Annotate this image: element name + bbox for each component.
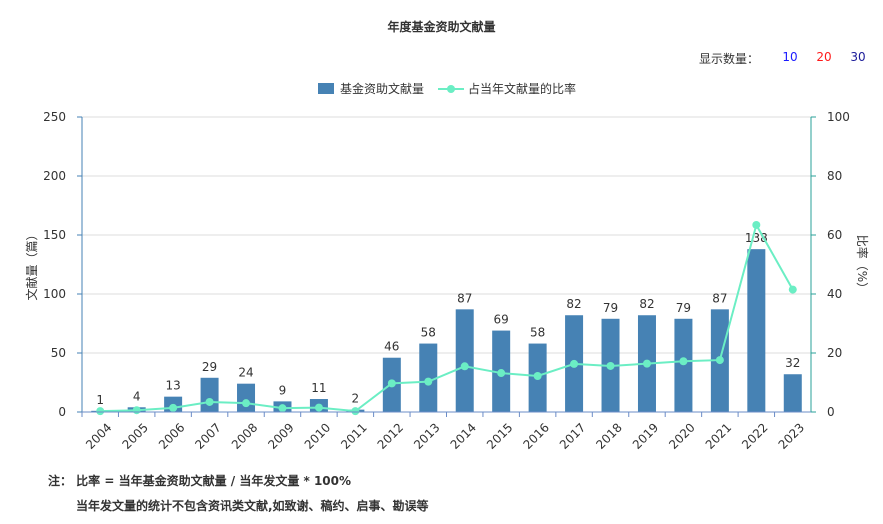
legend-line-label: 占当年文献量的比率 (468, 81, 576, 96)
bar-value-label: 1 (96, 393, 104, 407)
y2-tick-label: 60 (827, 228, 842, 242)
x-tick-label: 2018 (593, 420, 624, 451)
x-tick-label: 2005 (120, 420, 151, 451)
y2-tick-label: 40 (827, 287, 842, 301)
footnote-exclusion: 当年发文量的统计不包含资讯类文献,如致谢、稿约、启事、勘误等 (76, 499, 429, 513)
line-series (96, 220, 797, 416)
bar (455, 309, 474, 412)
y2-tick-label: 80 (827, 169, 842, 183)
x-tick-label: 2021 (703, 420, 734, 451)
y-tick-label: 50 (51, 346, 66, 360)
x-tick-label: 2022 (739, 420, 770, 451)
y2-tick-label: 100 (827, 110, 850, 124)
legend-line-marker (447, 85, 455, 93)
ratio-point (132, 406, 141, 415)
bar-value-label: 32 (785, 356, 800, 370)
x-tick-label: 2020 (666, 420, 697, 451)
legend-bar-swatch (318, 83, 334, 94)
ratio-point (606, 361, 615, 370)
bar (747, 249, 766, 412)
bar-value-label: 82 (639, 297, 654, 311)
display-count-label: 显示数量： (698, 52, 759, 66)
y2-tick-label: 0 (827, 405, 835, 419)
x-tick-label: 2007 (192, 420, 223, 451)
ratio-point (278, 404, 287, 413)
x-tick-label: 2014 (448, 420, 479, 451)
ratio-point (715, 356, 724, 365)
x-tick-label: 2019 (630, 420, 661, 451)
ratio-line (100, 222, 794, 413)
count-option-20[interactable]: 20 (816, 50, 832, 64)
count-option-30[interactable]: 30 (850, 50, 866, 64)
x-tick-label: 2023 (776, 420, 807, 451)
bar-value-label: 79 (676, 301, 691, 315)
bar (783, 374, 802, 412)
bar-value-label: 69 (494, 313, 509, 327)
ratio-point (242, 399, 251, 408)
x-tick-label: 2010 (302, 420, 333, 451)
ratio-point (351, 407, 360, 416)
ratio-point (533, 372, 542, 381)
bar-value-label: 58 (530, 326, 545, 340)
y-tick-label: 250 (43, 110, 66, 124)
bar-value-label: 87 (457, 291, 472, 305)
ratio-point (169, 403, 178, 412)
y2-tick-label: 20 (827, 346, 842, 360)
display-count-selector: 显示数量： 10 20 30 (699, 50, 875, 67)
bar (237, 383, 256, 412)
legend: 基金资助文献量 占当年文献量的比率 (318, 81, 576, 96)
bar-value-label: 46 (384, 340, 399, 354)
x-tick-label: 2015 (484, 420, 515, 451)
bar-value-label: 13 (165, 379, 180, 393)
ratio-point (314, 403, 323, 412)
bar-value-label: 9 (279, 383, 287, 397)
ratio-point (788, 285, 797, 294)
ratio-point (679, 357, 688, 366)
legend-bar-label: 基金资助文献量 (340, 81, 424, 96)
ratio-point (752, 220, 761, 229)
x-tick-label: 2013 (411, 420, 442, 451)
y-axis-title: 文献量（篇） (24, 228, 39, 300)
ratio-point (424, 377, 433, 386)
footnote-formula: 注： 比率 = 当年基金资助文献量 / 当年发文量 * 100% (48, 474, 352, 488)
ratio-point (497, 369, 506, 378)
bar-value-label: 87 (712, 291, 727, 305)
ratio-point (96, 407, 105, 416)
x-tick-label: 2012 (375, 420, 406, 451)
bar (674, 318, 693, 412)
bar-value-label: 82 (566, 297, 581, 311)
bar-value-label: 58 (421, 326, 436, 340)
y-tick-label: 100 (43, 287, 66, 301)
bar-value-label: 11 (311, 381, 326, 395)
bar (200, 377, 219, 412)
y2-axis-title: 比率（%） (855, 235, 870, 294)
x-tick-label: 2008 (229, 420, 260, 451)
x-tick-label: 2004 (83, 420, 114, 451)
y-tick-label: 200 (43, 169, 66, 183)
y-tick-label: 0 (58, 405, 66, 419)
bar-value-label: 24 (238, 366, 253, 380)
x-tick-label: 2006 (156, 420, 187, 451)
bar-value-label: 79 (603, 301, 618, 315)
ratio-point (570, 359, 579, 368)
bar-value-label: 4 (133, 389, 141, 403)
x-tick-label: 2017 (557, 420, 588, 451)
ratio-point (642, 359, 651, 368)
ratio-point (387, 379, 396, 388)
x-tick-label: 2011 (338, 420, 369, 451)
x-tick-label: 2016 (520, 420, 551, 451)
chart-title: 年度基金资助文献量 (387, 20, 496, 34)
footnotes: 注： 比率 = 当年基金资助文献量 / 当年发文量 * 100% 当年发文量的统… (48, 472, 429, 514)
bar-value-label: 2 (352, 392, 360, 406)
bar-value-label: 29 (202, 360, 217, 374)
ratio-point (205, 397, 214, 406)
y-tick-label: 150 (43, 228, 66, 242)
x-tick-label: 2009 (265, 420, 296, 451)
gridlines (82, 116, 811, 354)
ratio-point (460, 362, 469, 371)
count-option-10[interactable]: 10 (782, 50, 798, 64)
